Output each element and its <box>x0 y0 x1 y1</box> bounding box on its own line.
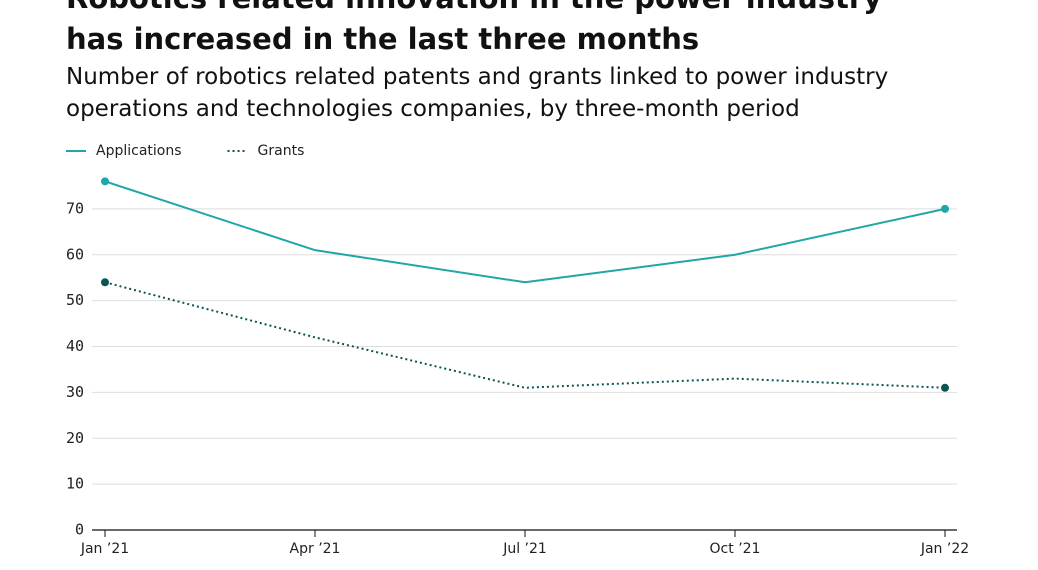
y-tick-label: 40 <box>66 337 84 355</box>
x-tick-label: Jul ’21 <box>502 541 547 557</box>
end-point <box>101 177 109 186</box>
end-point <box>101 278 109 287</box>
y-tick-label: 0 <box>75 521 84 539</box>
y-tick-label: 30 <box>66 383 84 401</box>
end-point <box>941 383 949 392</box>
chart-title: Robotics related innovation in the power… <box>66 0 882 56</box>
y-tick-label: 10 <box>66 475 84 493</box>
y-tick-label: 60 <box>66 245 84 263</box>
y-tick-label: 20 <box>66 429 84 447</box>
legend-label: Grants <box>258 143 305 159</box>
y-tick-label: 50 <box>66 291 84 309</box>
x-tick-label: Jan ’22 <box>920 541 969 557</box>
x-tick-label: Jan ’21 <box>80 541 129 557</box>
x-tick-label: Apr ’21 <box>290 541 341 557</box>
y-tick-label: 70 <box>66 199 84 217</box>
end-point <box>941 204 949 213</box>
chart-subtitle: Number of robotics related patents and g… <box>66 64 889 122</box>
series-line <box>104 180 946 284</box>
series-line <box>104 281 946 389</box>
legend-label: Applications <box>96 143 182 159</box>
x-tick-label: Oct ’21 <box>710 541 761 557</box>
